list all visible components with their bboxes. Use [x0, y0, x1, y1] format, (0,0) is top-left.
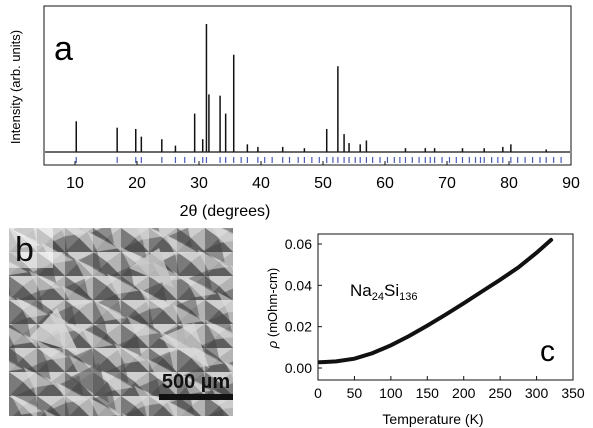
scale-bar — [159, 394, 233, 400]
rho-y-tick-label: 0.06 — [285, 236, 312, 252]
rho-x-tick-label: 150 — [416, 385, 440, 401]
rho-y-tick-label: 0.00 — [285, 360, 312, 376]
rho-x-tick-label: 50 — [347, 385, 363, 401]
rho-x-tick-label: 200 — [452, 385, 476, 401]
resistivity-plot-frame — [317, 233, 574, 381]
xrd-x-tick-label: 10 — [66, 175, 84, 192]
xrd-x-tick-label: 50 — [314, 175, 332, 192]
xrd-x-tick-label: 20 — [128, 175, 146, 192]
panel-a-label: a — [54, 30, 73, 68]
rho-y-tick-label: 0.02 — [285, 319, 312, 335]
xrd-x-tick-label: 60 — [376, 175, 394, 192]
resistivity-panel: 0.00 0.02 0.04 0.06 0 50 100 150 200 250 300 350 N… — [265, 233, 585, 427]
panel-b-label: b — [15, 231, 34, 269]
resistivity-curve — [317, 237, 554, 365]
xrd-x-tick-label: 30 — [190, 175, 208, 192]
xrd-x-axis-label: 2θ (degrees) — [180, 203, 271, 220]
rho-x-tick-label: 350 — [561, 385, 585, 401]
rho-x-tick-label: 300 — [525, 385, 549, 401]
xrd-panel: 10 20 30 40 50 60 70 80 90 a Intensity (arb. uni… — [8, 5, 580, 220]
xrd-x-tick-label: 70 — [438, 175, 456, 192]
xrd-x-tick-label: 40 — [252, 175, 270, 192]
xrd-x-tick-label: 90 — [562, 175, 580, 192]
rho-y-tick-label: 0.04 — [285, 277, 312, 293]
sem-label-box — [9, 228, 53, 268]
xrd-x-tick-label: 80 — [500, 175, 518, 192]
panel-c-label: c — [540, 335, 555, 368]
xrd-y-axis-label: Intensity (arb. units) — [8, 30, 23, 144]
rho-x-tick-label: 0 — [314, 385, 322, 401]
resistivity-x-axis-label: Temperature (K) — [382, 411, 483, 427]
scale-bar-text: 500 µm — [162, 371, 230, 393]
rho-x-tick-label: 250 — [488, 385, 512, 401]
xrd-plot-frame — [43, 5, 572, 166]
rho-x-tick-label: 100 — [379, 385, 403, 401]
resistivity-y-axis-label: ρ (mOhm-cm) — [265, 268, 280, 349]
sem-micrograph: b 500 µm — [9, 228, 233, 416]
compound-label: Na24Si136 — [350, 281, 417, 303]
